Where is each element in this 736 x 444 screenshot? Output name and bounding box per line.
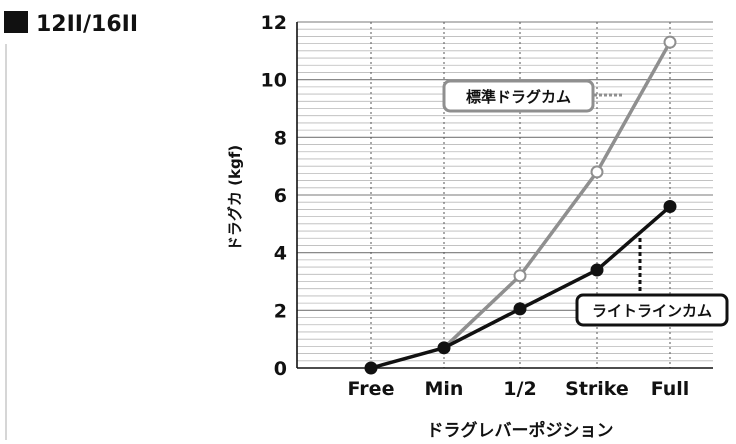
data-point-2 (590, 263, 604, 277)
callout-box-standard (442, 79, 595, 113)
series-line-1 (442, 41, 672, 350)
data-point-2 (663, 200, 677, 214)
data-point-2 (513, 302, 527, 316)
data-point-2 (437, 341, 451, 355)
y-tick-labels: 0 2 4 6 8 10 12 (261, 12, 287, 380)
data-point-1 (590, 165, 604, 179)
gridlines (297, 21, 713, 368)
y-tick-label: 8 (274, 127, 287, 149)
data-point-2 (364, 361, 378, 375)
x-tick-label: Strike (565, 378, 629, 400)
x-tick-label: 1/2 (503, 378, 536, 400)
series-layer (364, 35, 677, 375)
y-tick-label: 0 (274, 358, 287, 380)
y-axis-label: ドラグカ (kgf) (226, 145, 244, 251)
y-tick-label: 2 (274, 300, 287, 322)
x-tick-labels: Free Min 1/2 Strike Full (348, 378, 690, 400)
callout-label-standard: 標準ドラグカム (466, 88, 571, 106)
x-axis-label: ドラグレバーポジション (427, 420, 614, 441)
y-tick-label: 6 (274, 185, 287, 207)
x-tick-label: Full (651, 378, 690, 400)
data-point-1 (513, 269, 527, 283)
x-tick-label: Min (425, 378, 464, 400)
x-tick-label: Free (348, 378, 395, 400)
callout-label-lightline: ライトラインカム (592, 302, 712, 320)
callout-box-lightline (575, 293, 729, 327)
model-label: 12II/16II (36, 12, 138, 37)
data-point-1 (663, 35, 677, 49)
y-tick-label: 12 (261, 12, 287, 34)
model-square-icon (4, 11, 28, 33)
y-tick-label: 10 (261, 70, 287, 92)
y-tick-label: 4 (274, 243, 287, 265)
